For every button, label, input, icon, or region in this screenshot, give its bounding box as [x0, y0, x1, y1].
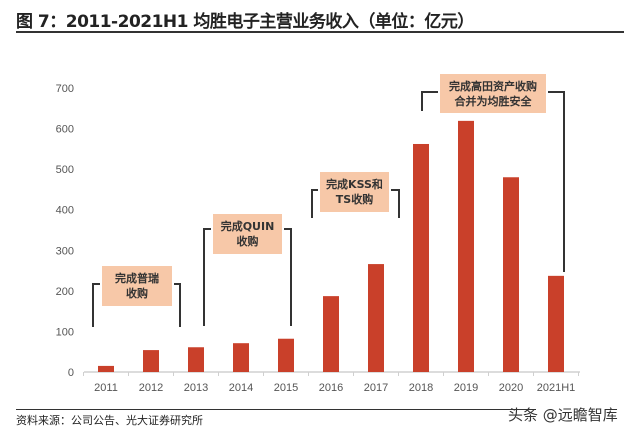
- x-tick-label: 2019: [454, 382, 478, 394]
- y-tick-label: 200: [56, 286, 74, 298]
- y-tick-label: 400: [56, 205, 74, 217]
- bar-2021H1: [548, 275, 564, 372]
- chart-title: 图 7：2011-2021H1 均胜电子主营业务收入（单位：亿元）: [16, 12, 474, 32]
- bar-2016: [323, 296, 339, 372]
- annotation-bracket-left: [421, 91, 438, 111]
- y-tick-label: 600: [56, 124, 74, 136]
- x-tick-label: 2013: [184, 382, 208, 394]
- bar-2013: [188, 347, 204, 372]
- bar-2018: [413, 143, 429, 372]
- x-tick-label: 2017: [364, 382, 388, 394]
- annotation-bracket-left: [92, 283, 100, 327]
- footer-divider: [16, 409, 536, 410]
- x-tick-label: 2014: [229, 382, 253, 394]
- annotation-box: [102, 266, 172, 306]
- annotation-bracket-right: [284, 228, 292, 326]
- y-tick-label: 700: [56, 83, 74, 95]
- annotation-text: 收购: [237, 234, 259, 248]
- annotation-text: 收购: [126, 286, 148, 300]
- y-tick-label: 300: [56, 245, 74, 257]
- x-tick-label: 2021H1: [537, 382, 576, 394]
- bar-2011: [98, 365, 114, 372]
- annotation-text: 完成普瑞: [115, 271, 159, 285]
- x-tick-label: 2015: [274, 382, 298, 394]
- y-tick-label: 100: [56, 326, 74, 338]
- y-tick-label: 500: [56, 164, 74, 176]
- annotation-bracket-right: [548, 91, 565, 272]
- annotation-bracket-left: [203, 228, 211, 326]
- title-divider: [16, 31, 624, 33]
- bar-2019: [458, 120, 474, 372]
- x-tick-label: 2016: [319, 382, 343, 394]
- annotation-bracket-left: [311, 189, 318, 218]
- annotation-bracket-right: [391, 189, 400, 218]
- x-tick-label: 2018: [409, 382, 433, 394]
- source-note: 资料来源：公司公告、光大证券研究所: [16, 414, 203, 427]
- annotation-text: 完成KSS和: [326, 177, 383, 191]
- annotation-box: [213, 214, 282, 254]
- y-tick-label: 0: [68, 367, 74, 379]
- bar-2015: [278, 338, 294, 372]
- bar-2020: [503, 177, 519, 372]
- annotation-bracket-right: [174, 283, 181, 327]
- x-tick-label: 2020: [499, 382, 523, 394]
- bar-2012: [143, 350, 159, 372]
- x-tick-label: 2011: [94, 382, 118, 394]
- watermark: 头条 @远瞻智库: [508, 406, 618, 424]
- x-tick-label: 2012: [139, 382, 163, 394]
- annotation-text: 完成高田资产收购: [449, 79, 537, 93]
- bar-2017: [368, 264, 384, 372]
- annotation-box: [320, 172, 389, 212]
- annotation-text: 合并为均胜安全: [455, 94, 533, 108]
- annotation-box: [440, 74, 546, 113]
- annotation-text: TS收购: [336, 192, 373, 206]
- annotation-text: 完成QUIN: [221, 219, 275, 233]
- bar-2014: [233, 343, 249, 372]
